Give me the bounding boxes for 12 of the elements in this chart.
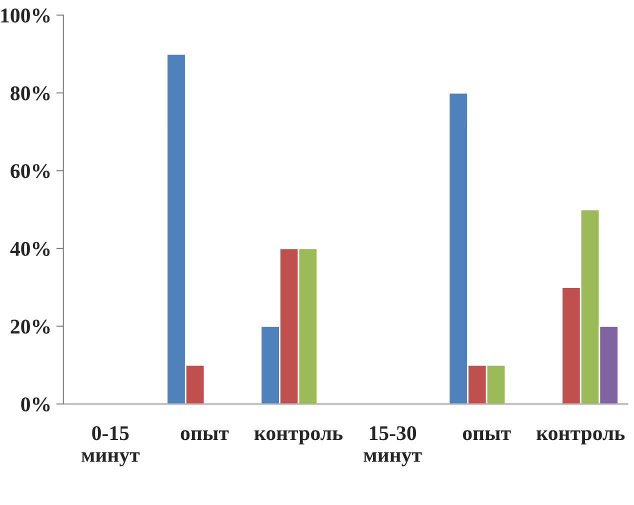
x-tick-label: 15-30 минут — [364, 426, 422, 466]
y-tick-label: 80% — [10, 86, 50, 100]
y-tick-label: 60% — [10, 164, 50, 178]
y-tick-label: 0% — [21, 397, 50, 412]
y-tick-label: 100% — [1, 8, 50, 23]
x-tick-label: опыт — [180, 430, 229, 440]
y-tick-label: 40% — [10, 242, 50, 256]
x-tick-label: контроль — [254, 430, 343, 444]
x-tick-label: 0-15 минут — [82, 426, 140, 466]
x-tick-label: опыт — [462, 430, 511, 440]
x-tick-label: контроль — [536, 430, 625, 444]
y-tick-label: 20% — [10, 320, 50, 334]
